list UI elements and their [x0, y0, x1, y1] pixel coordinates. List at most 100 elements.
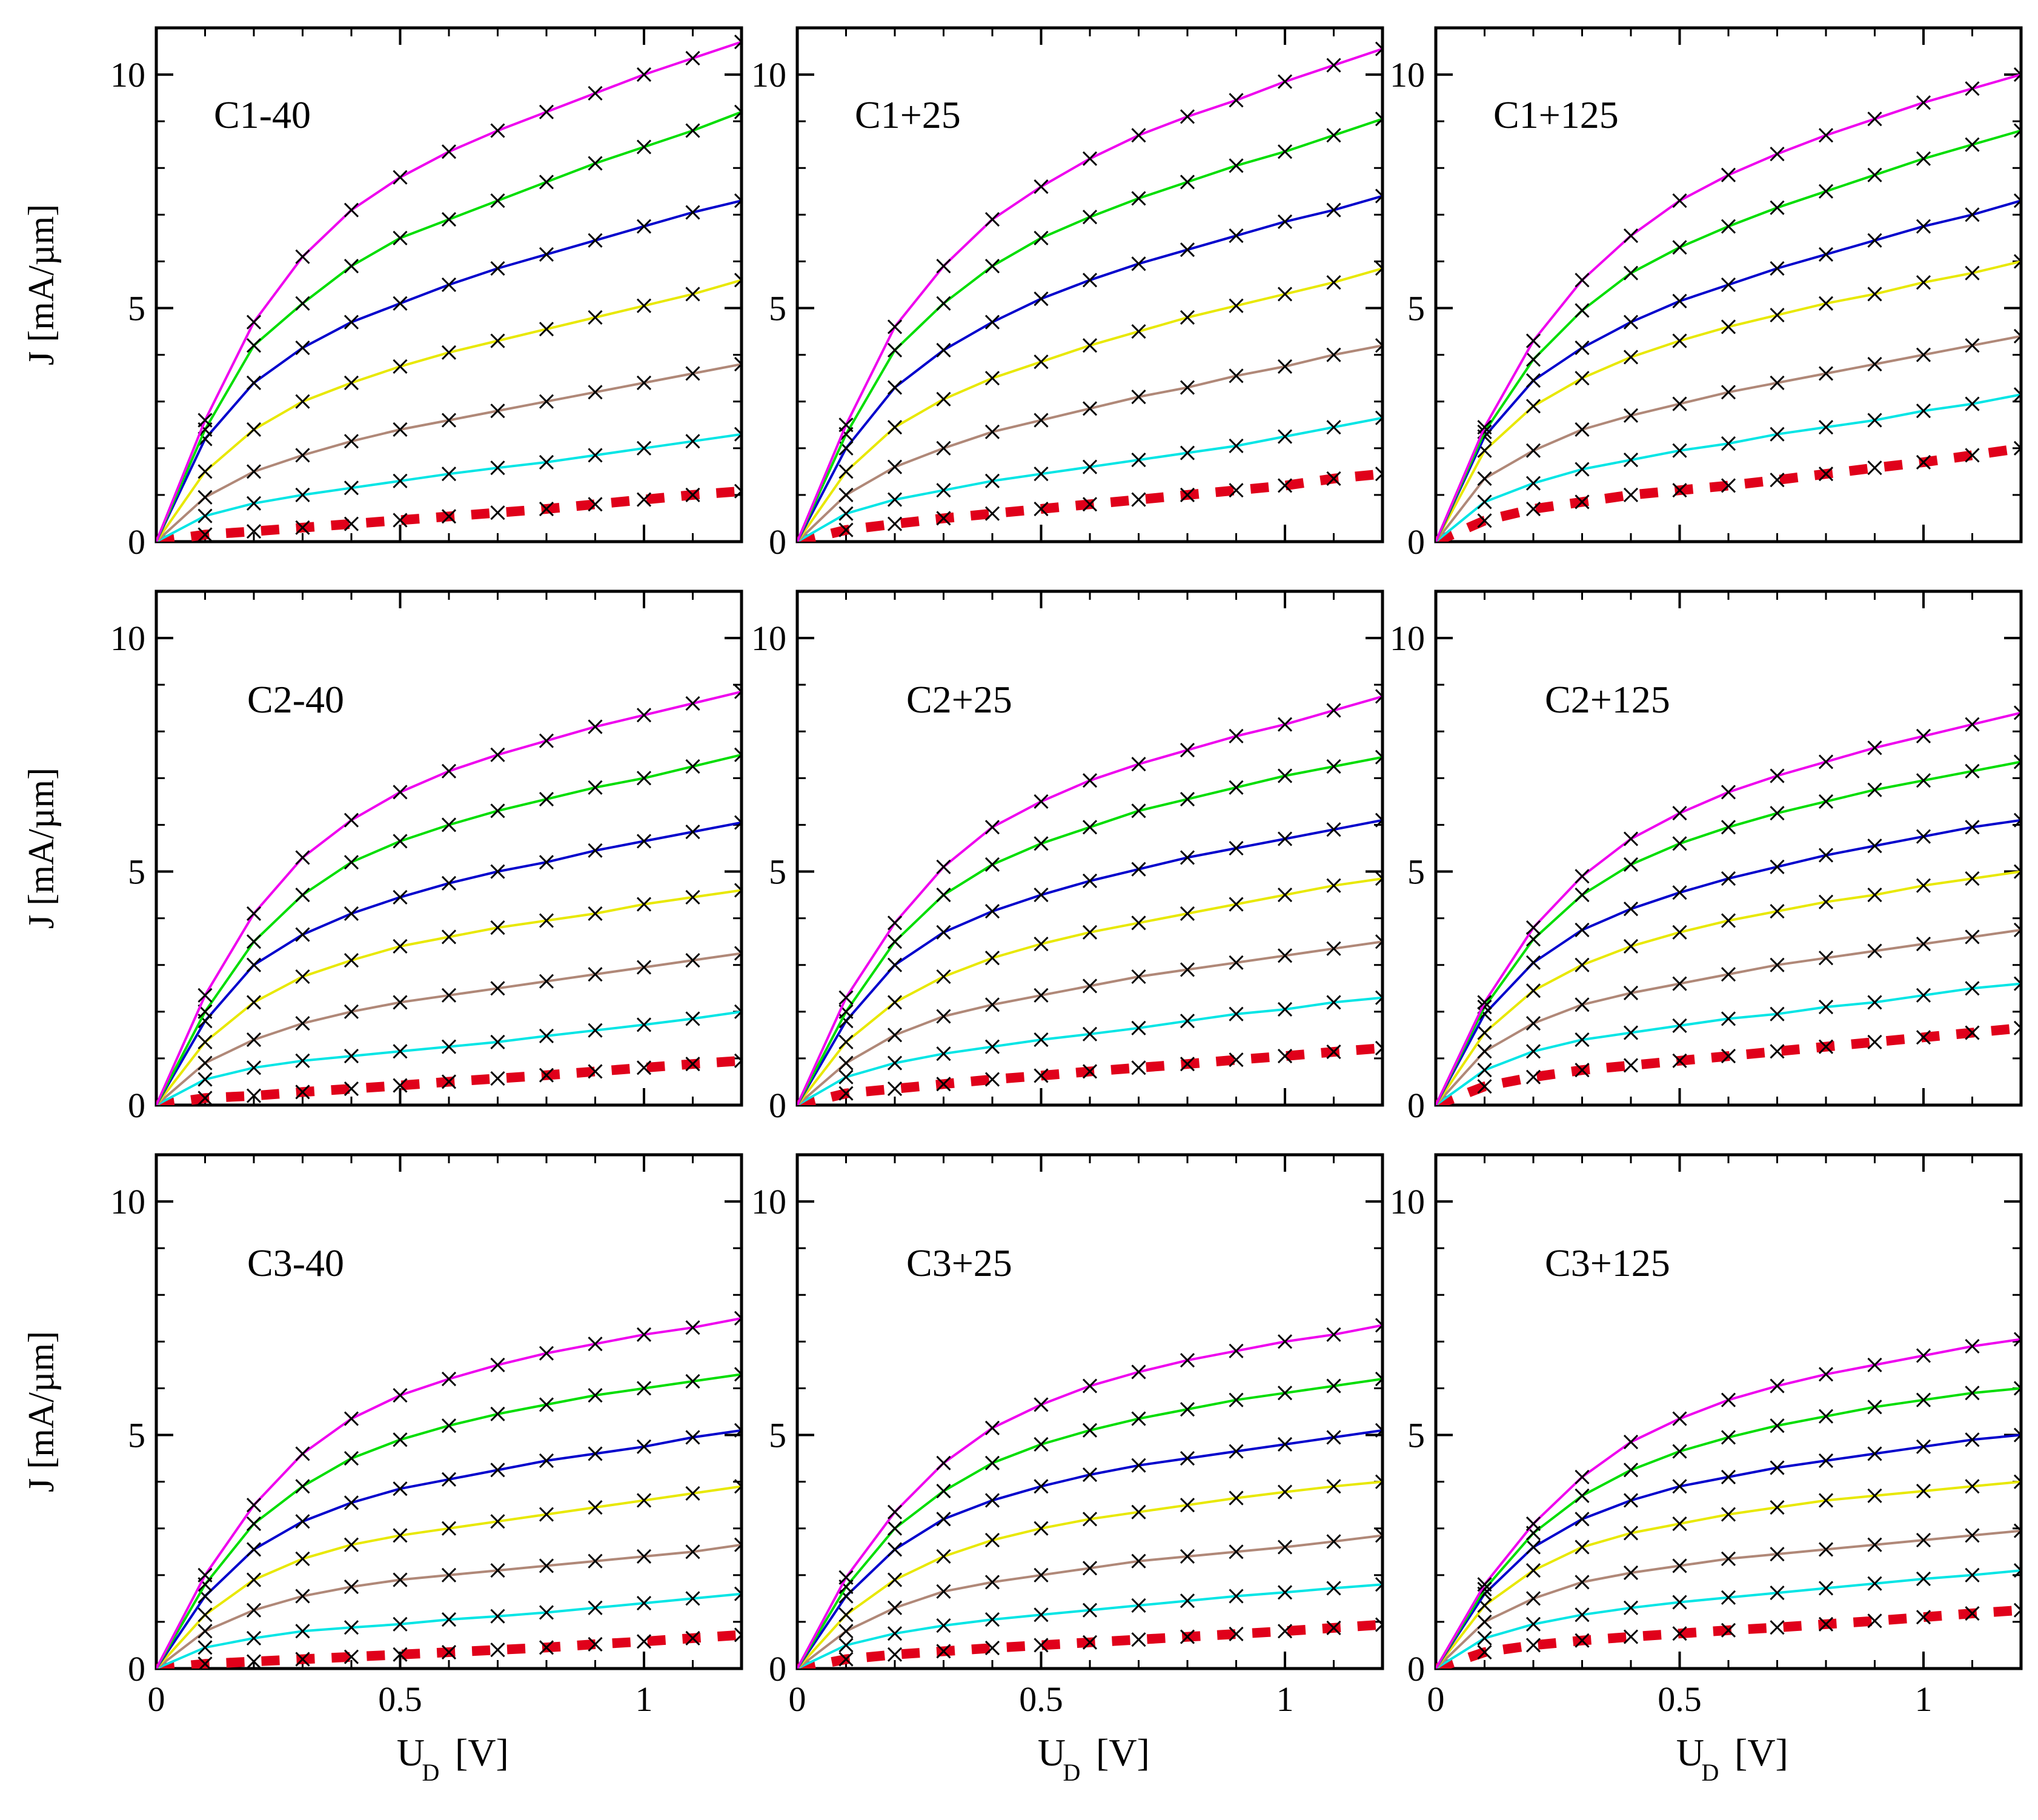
data-point-marker: [685, 487, 700, 502]
data-point-marker: [539, 1507, 554, 1522]
y-tick-label: 10: [1390, 619, 1425, 658]
data-point-marker: [1034, 936, 1049, 952]
data-point-marker: [984, 424, 1000, 439]
data-point-marker: [1575, 888, 1590, 903]
y-tick-label: 0: [1407, 1086, 1425, 1125]
data-point-marker: [441, 1567, 457, 1583]
data-point-marker: [1180, 850, 1195, 865]
data-point-marker: [490, 1514, 505, 1529]
panel-title: C3-40: [247, 1241, 344, 1284]
data-point-marker: [984, 259, 1000, 274]
data-point-marker: [734, 684, 742, 699]
series-line-cyan: [156, 1010, 742, 1105]
data-point-marker: [1082, 1512, 1098, 1527]
y-tick-label: 0: [128, 1649, 145, 1689]
data-point-marker: [1082, 1423, 1098, 1438]
y-tick-label: 5: [1407, 289, 1425, 328]
data-point-marker: [295, 1624, 310, 1639]
data-point-marker: [1180, 906, 1195, 921]
data-point-marker: [1277, 144, 1293, 159]
data-point-marker: [984, 506, 1000, 521]
data-point-marker: [1375, 467, 1382, 482]
data-point-marker: [490, 864, 505, 879]
data-point-marker: [295, 969, 310, 985]
data-point-marker: [1131, 1553, 1146, 1569]
data-point-marker: [490, 1357, 505, 1372]
data-point-marker: [295, 1479, 310, 1494]
data-point-marker: [1575, 1512, 1590, 1527]
data-point-marker: [685, 824, 700, 840]
data-point-marker: [1229, 955, 1244, 970]
data-point-marker: [246, 1542, 262, 1557]
data-point-marker: [1277, 214, 1293, 229]
series-line-red: [797, 469, 1382, 542]
chart-panel: 0 5 10 0 0.5 1 UD [V] C3+25: [751, 1153, 1384, 1786]
data-point-marker: [734, 273, 742, 288]
data-point-marker: [393, 422, 408, 437]
data-point-marker: [1326, 1479, 1341, 1494]
data-point-marker: [1672, 333, 1687, 348]
data-point-marker: [1721, 871, 1736, 886]
data-point-marker: [1131, 757, 1146, 772]
y-tick-label: 5: [769, 852, 786, 892]
data-point-marker: [887, 342, 903, 357]
data-point-marker: [197, 1055, 213, 1071]
data-point-marker: [344, 375, 359, 390]
data-point-marker: [1965, 448, 1980, 463]
data-point-marker: [984, 1072, 1000, 1087]
data-point-marker: [838, 1034, 854, 1049]
data-point-marker: [1818, 754, 1834, 769]
data-point-marker: [197, 1034, 213, 1049]
data-point-marker: [1623, 228, 1639, 244]
data-point-marker: [1375, 871, 1382, 886]
data-point-marker: [1721, 167, 1736, 182]
plot-area: [156, 35, 742, 542]
data-point-marker: [393, 230, 408, 245]
data-point-marker: [1180, 1451, 1195, 1466]
data-point-marker: [246, 1602, 262, 1618]
series-line-yellow: [1436, 260, 2021, 542]
y-tick-label: 10: [110, 619, 145, 658]
data-point-marker: [1180, 487, 1195, 502]
chart-panel: 0 5 10 C1+25: [751, 26, 1384, 562]
data-point-marker: [2013, 1020, 2021, 1035]
data-point-marker: [1672, 1516, 1687, 1532]
data-point-marker: [588, 780, 603, 795]
data-point-marker: [1131, 492, 1146, 507]
data-point-marker: [1180, 1014, 1195, 1029]
data-point-marker: [441, 212, 457, 227]
data-point-marker: [1229, 840, 1244, 856]
data-point-marker: [1131, 803, 1146, 819]
data-point-marker: [1916, 936, 1931, 952]
data-point-marker: [636, 440, 652, 456]
data-point-marker: [588, 85, 603, 101]
data-point-marker: [1375, 41, 1382, 56]
data-point-marker: [1082, 773, 1098, 788]
data-point-marker: [838, 1607, 854, 1622]
data-point-marker: [1180, 962, 1195, 977]
series-line-blue: [797, 819, 1382, 1105]
data-point-marker: [1916, 219, 1931, 234]
chart-panel: 0 5 10 C2+25: [751, 590, 1384, 1125]
chart-panel: 0 5 10 C2+125: [1390, 590, 2023, 1125]
data-point-marker: [1082, 873, 1098, 889]
data-point-marker: [490, 1463, 505, 1478]
data-point-marker: [1375, 188, 1382, 204]
data-point-marker: [1672, 483, 1687, 498]
data-point-marker: [295, 1446, 310, 1461]
data-point-marker: [1477, 1630, 1492, 1646]
data-point-marker: [1180, 445, 1195, 460]
data-point-marker: [936, 391, 951, 407]
data-point-marker: [887, 1081, 903, 1097]
data-point-marker: [490, 803, 505, 819]
x-axis-label-unit: [V]: [455, 1731, 509, 1774]
data-point-marker: [490, 920, 505, 935]
x-axis-label-subscript: D: [1063, 1759, 1081, 1786]
data-point-marker: [1229, 298, 1244, 313]
data-point-marker: [441, 345, 457, 360]
data-point-marker: [1623, 1565, 1639, 1581]
data-point-marker: [1818, 1581, 1834, 1596]
data-point-marker: [588, 719, 603, 734]
data-point-marker: [1623, 902, 1639, 917]
data-point-marker: [1818, 1039, 1834, 1054]
